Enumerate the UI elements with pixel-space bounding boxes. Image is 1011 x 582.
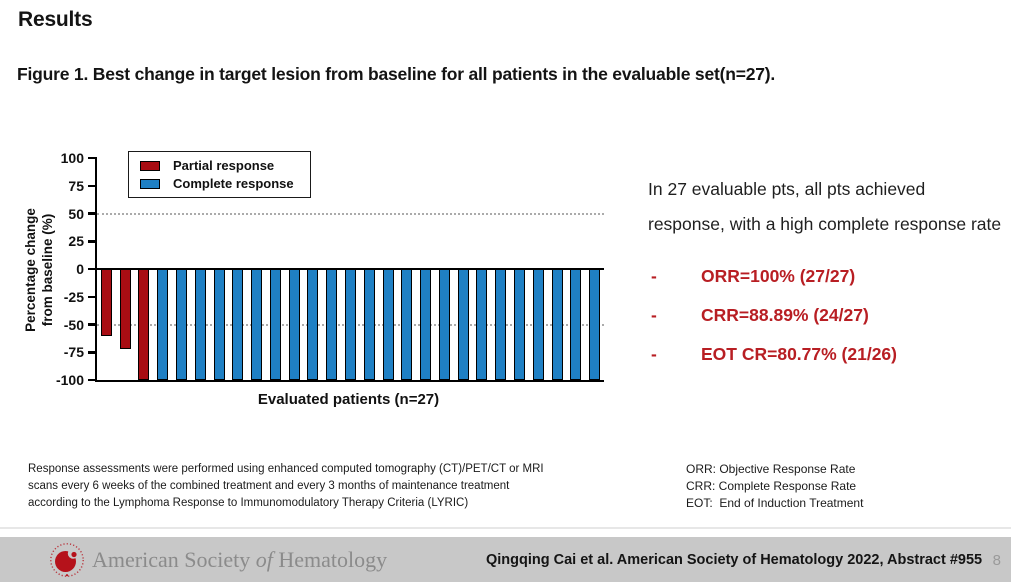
- patient-bar: [194, 269, 206, 380]
- patient-bar: [157, 269, 169, 380]
- partial-response-swatch: [140, 160, 160, 171]
- patient-bar: [100, 269, 112, 336]
- patient-bar: [495, 269, 507, 380]
- footnote-line: Response assessments were performed usin…: [28, 463, 544, 475]
- patient-bar: [251, 269, 263, 380]
- patient-bar: [532, 269, 544, 380]
- logo-text-part: American Society: [92, 547, 256, 572]
- abbreviation-line: ORR: Objective Response Rate: [686, 462, 856, 476]
- legend-label: Partial response: [173, 158, 275, 173]
- bullet-eot-cr: - EOT CR=80.77% (21/26): [648, 335, 1006, 374]
- patient-bar: [176, 269, 187, 380]
- patient-bar: [514, 269, 525, 380]
- patient-bar: [589, 269, 601, 380]
- bullet-text: EOT CR=80.77% (21/26): [701, 344, 897, 364]
- y-tick-mark: [88, 156, 97, 160]
- footer-bar: American Society of Hematology Qingqing …: [0, 537, 1011, 582]
- y-axis-label: Percentage change from baseline (%): [23, 208, 55, 332]
- citation-text: Qingqing Cai et al. American Society of …: [486, 552, 983, 568]
- logo-text-part: of: [255, 547, 273, 572]
- patient-bar: [288, 269, 300, 380]
- y-tick-mark: [88, 351, 97, 354]
- patient-bar: [382, 269, 394, 380]
- bullet-text: ORR=100% (27/27): [701, 266, 856, 286]
- patient-bar: [138, 269, 150, 380]
- footer-divider: [0, 527, 1011, 529]
- complete-response-swatch: [140, 178, 160, 189]
- bullet-dash: -: [651, 266, 657, 286]
- logo-text-part: Hematology: [272, 547, 388, 572]
- ash-logo-wordmark: American Society of Hematology: [92, 537, 387, 582]
- result-bullets: - ORR=100% (27/27) - CRR=88.89% (24/27) …: [648, 257, 1006, 374]
- patient-bar: [307, 269, 319, 380]
- figure-caption: Figure 1. Best change in target lesion f…: [17, 64, 776, 84]
- summary-block: In 27 evaluable pts, all pts achieved re…: [648, 172, 1006, 374]
- patient-bar: [269, 269, 281, 380]
- x-axis-label: Evaluated patients (n=27): [257, 391, 440, 408]
- y-tick-mark: [88, 184, 97, 187]
- abbreviation-line: CRR: Complete Response Rate: [686, 479, 857, 493]
- footnote-line: according to the Lymphoma Response to Im…: [28, 497, 469, 509]
- reference-line: [97, 212, 604, 215]
- patient-bar: [420, 269, 432, 380]
- bullet-orr: - ORR=100% (27/27): [648, 257, 1006, 296]
- methods-footnote: Response assessments were performed usin…: [28, 461, 544, 512]
- bullet-text: CRR=88.89% (24/27): [701, 305, 869, 325]
- y-tick-label: 75: [68, 177, 84, 194]
- abbreviations-list: ORR: Objective Response Rate CRR: Comple…: [686, 461, 863, 512]
- y-tick-mark: [88, 240, 97, 243]
- y-tick-mark: [88, 323, 97, 326]
- plot-area: 100 75 50 25 0 -25 -50 -75 -100: [56, 150, 604, 388]
- legend-item-partial-response: Partial response: [140, 158, 294, 173]
- chart-legend: Partial response Complete response: [128, 151, 311, 198]
- summary-text: In 27 evaluable pts, all pts achieved re…: [648, 179, 1002, 234]
- patient-bar: [457, 269, 469, 380]
- y-tick-label: -100: [55, 372, 84, 388]
- y-tick-label: -25: [63, 288, 84, 305]
- patient-bar: [119, 269, 131, 349]
- y-tick-label: 50: [68, 205, 84, 222]
- legend-item-complete-response: Complete response: [140, 176, 294, 191]
- y-tick-mark: [88, 378, 97, 382]
- legend-label: Complete response: [173, 176, 294, 191]
- slide-title: Results: [18, 8, 93, 31]
- bullet-crr: - CRR=88.89% (24/27): [648, 296, 1006, 335]
- y-tick-mark: [88, 212, 97, 215]
- y-tick-label: 25: [68, 233, 84, 250]
- abbreviation-line: EOT: End of Induction Treatment: [686, 496, 864, 510]
- y-tick-label: -50: [63, 316, 84, 333]
- ash-logo-icon: [50, 543, 84, 577]
- bullet-dash: -: [651, 305, 657, 325]
- patient-bar: [363, 269, 375, 380]
- patient-bar: [232, 269, 244, 380]
- patient-bar: [326, 269, 338, 380]
- y-tick-label: 0: [76, 261, 84, 277]
- y-tick-label: -75: [63, 344, 84, 361]
- patient-bar: [551, 269, 563, 380]
- y-tick-mark: [88, 267, 97, 271]
- patient-bar: [345, 269, 356, 380]
- patient-bar: [213, 269, 225, 380]
- bullet-dash: -: [651, 344, 657, 364]
- footnote-line: scans every 6 weeks of the combined trea…: [28, 480, 510, 492]
- patient-bar: [438, 269, 450, 380]
- patient-bar: [476, 269, 488, 380]
- y-tick-mark: [88, 295, 97, 298]
- x-axis-zero-line: [97, 267, 604, 270]
- patient-bar: [401, 269, 413, 380]
- patient-bar: [570, 269, 582, 380]
- page-number: 8: [992, 552, 1001, 569]
- y-tick-label: 100: [60, 150, 84, 166]
